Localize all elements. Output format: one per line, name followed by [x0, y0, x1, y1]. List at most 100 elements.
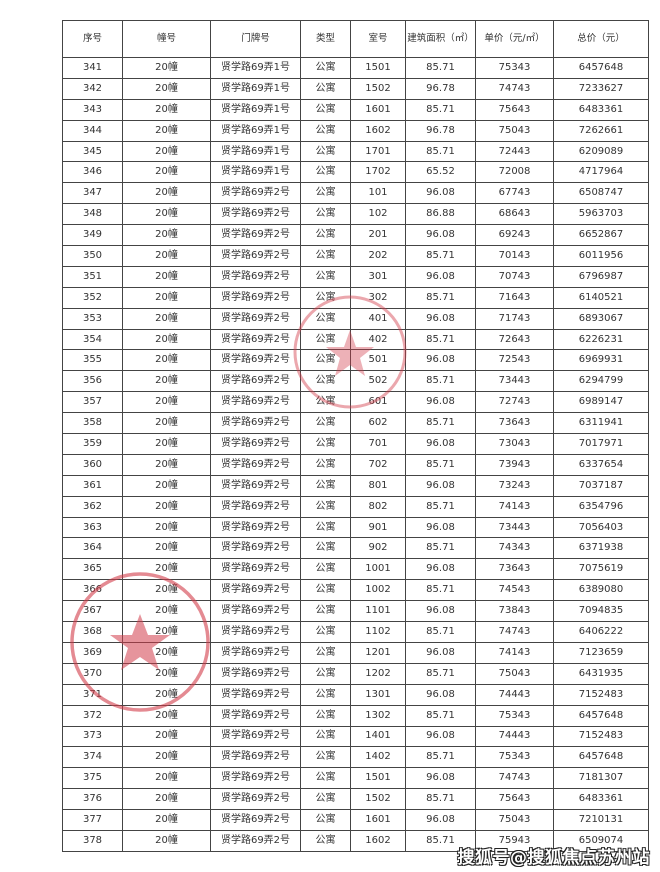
table-cell: 343 [62, 98, 123, 121]
table-cell: 贤学路69弄2号 [210, 746, 301, 769]
table-cell: 公寓 [300, 224, 351, 247]
table-cell: 1701 [350, 140, 406, 163]
table-cell: 贤学路69弄1号 [210, 77, 301, 100]
table-cell: 公寓 [300, 788, 351, 811]
table-cell: 20幢 [122, 829, 211, 852]
table-row: 371 20幢 贤学路69弄2号 公寓 1301 96.08 74443 7152483 [62, 683, 649, 706]
table-row: 344 20幢 贤学路69弄1号 公寓 1602 96.78 75043 7262661 [62, 119, 649, 142]
table-cell: 贤学路69弄2号 [210, 307, 301, 330]
table-cell: 85.71 [405, 746, 476, 769]
table-cell: 74343 [475, 537, 554, 560]
table-cell: 73643 [475, 558, 554, 581]
table-cell: 20幢 [122, 391, 211, 414]
table-cell: 贤学路69弄2号 [210, 182, 301, 205]
table-cell: 6796987 [553, 265, 649, 288]
table-cell: 85.71 [405, 788, 476, 811]
table-cell: 公寓 [300, 370, 351, 393]
table-row: 348 20幢 贤学路69弄2号 公寓 102 86.88 68643 5963703 [62, 203, 649, 226]
table-cell: 1401 [350, 725, 406, 748]
table-cell: 贤学路69弄1号 [210, 140, 301, 163]
table-cell: 公寓 [300, 307, 351, 330]
table-cell: 362 [62, 495, 123, 518]
table-cell: 20幢 [122, 307, 211, 330]
table-cell: 贤学路69弄1号 [210, 119, 301, 142]
table-cell: 368 [62, 621, 123, 643]
table-cell: 公寓 [300, 245, 351, 267]
table-cell: 6509074 [553, 829, 649, 852]
table-cell: 7123659 [553, 641, 649, 664]
table-cell: 贤学路69弄2号 [210, 245, 301, 267]
table-cell: 349 [62, 224, 123, 247]
table-cell: 6457648 [553, 746, 649, 769]
table-cell: 20幢 [122, 704, 211, 727]
table-cell: 352 [62, 286, 123, 309]
table-cell: 贤学路69弄2号 [210, 725, 301, 748]
table-cell: 贤学路69弄2号 [210, 621, 301, 643]
table-cell: 72643 [475, 328, 554, 351]
table-cell: 74743 [475, 621, 554, 643]
housing-price-table: 序号 幢号 门牌号 类型 室号 建筑面积（㎡） 单价（元/㎡） 总价（元） 341 20幢 贤学路… [62, 20, 649, 852]
table-cell: 6311941 [553, 412, 649, 435]
table-cell: 373 [62, 725, 123, 748]
table-cell: 72543 [475, 349, 554, 372]
table-cell: 公寓 [300, 829, 351, 852]
table-cell: 6893067 [553, 307, 649, 330]
table-cell: 贤学路69弄2号 [210, 558, 301, 581]
table-cell: 7037187 [553, 474, 649, 497]
watermark: 搜狐号@搜狐焦点苏州站 [457, 848, 650, 868]
table-cell: 363 [62, 516, 123, 539]
table-cell: 96.08 [405, 809, 476, 831]
table-cell: 公寓 [300, 746, 351, 769]
table-cell: 802 [350, 495, 406, 518]
table-cell: 366 [62, 579, 123, 602]
table-header-row: 序号 幢号 门牌号 类型 室号 建筑面积（㎡） 单价（元/㎡） 总价（元） [62, 20, 649, 58]
table-cell: 7262661 [553, 119, 649, 142]
table-cell: 369 [62, 641, 123, 664]
table-row: 350 20幢 贤学路69弄2号 公寓 202 85.71 70143 6011956 [62, 245, 649, 267]
table-cell: 20幢 [122, 161, 211, 184]
table-cell: 1101 [350, 600, 406, 623]
table-cell: 20幢 [122, 286, 211, 309]
table-cell: 20幢 [122, 495, 211, 518]
table-cell: 20幢 [122, 119, 211, 142]
table-cell: 6389080 [553, 579, 649, 602]
table-cell: 6652867 [553, 224, 649, 247]
table-cell: 贤学路69弄1号 [210, 57, 301, 79]
table-cell: 801 [350, 474, 406, 497]
table-cell: 1502 [350, 788, 406, 811]
table-row: 353 20幢 贤学路69弄2号 公寓 401 96.08 71743 6893067 [62, 307, 649, 330]
table-row: 363 20幢 贤学路69弄2号 公寓 901 96.08 73443 7056403 [62, 516, 649, 539]
table-cell: 85.71 [405, 621, 476, 643]
table-cell: 公寓 [300, 203, 351, 226]
table-cell: 20幢 [122, 621, 211, 643]
table-cell: 贤学路69弄2号 [210, 495, 301, 518]
table-cell: 376 [62, 788, 123, 811]
table-cell: 6483361 [553, 788, 649, 811]
table-cell: 20幢 [122, 349, 211, 372]
table-cell: 贤学路69弄2号 [210, 286, 301, 309]
table-cell: 6457648 [553, 57, 649, 79]
table-cell: 96.08 [405, 433, 476, 455]
table-row: 376 20幢 贤学路69弄2号 公寓 1502 85.71 75643 6483361 [62, 788, 649, 811]
table-cell: 70143 [475, 245, 554, 267]
table-cell: 364 [62, 537, 123, 560]
table-cell: 102 [350, 203, 406, 226]
table-row: 349 20幢 贤学路69弄2号 公寓 201 96.08 69243 6652867 [62, 224, 649, 247]
table-cell: 20幢 [122, 767, 211, 790]
table-cell: 359 [62, 433, 123, 455]
table-cell: 74743 [475, 767, 554, 790]
table-row: 343 20幢 贤学路69弄1号 公寓 1601 85.71 75643 6483361 [62, 98, 649, 121]
table-cell: 1001 [350, 558, 406, 581]
table-cell: 202 [350, 245, 406, 267]
table-cell: 公寓 [300, 537, 351, 560]
table-cell: 96.08 [405, 265, 476, 288]
table-cell: 公寓 [300, 77, 351, 100]
table-cell: 75043 [475, 809, 554, 831]
table-row: 357 20幢 贤学路69弄2号 公寓 601 96.08 72743 6989147 [62, 391, 649, 414]
table-cell: 85.71 [405, 328, 476, 351]
table-cell: 贤学路69弄2号 [210, 683, 301, 706]
table-row: 360 20幢 贤学路69弄2号 公寓 702 85.71 73943 6337654 [62, 453, 649, 476]
table-cell: 6483361 [553, 98, 649, 121]
table-cell: 501 [350, 349, 406, 372]
column-header: 单价（元/㎡） [475, 20, 554, 58]
